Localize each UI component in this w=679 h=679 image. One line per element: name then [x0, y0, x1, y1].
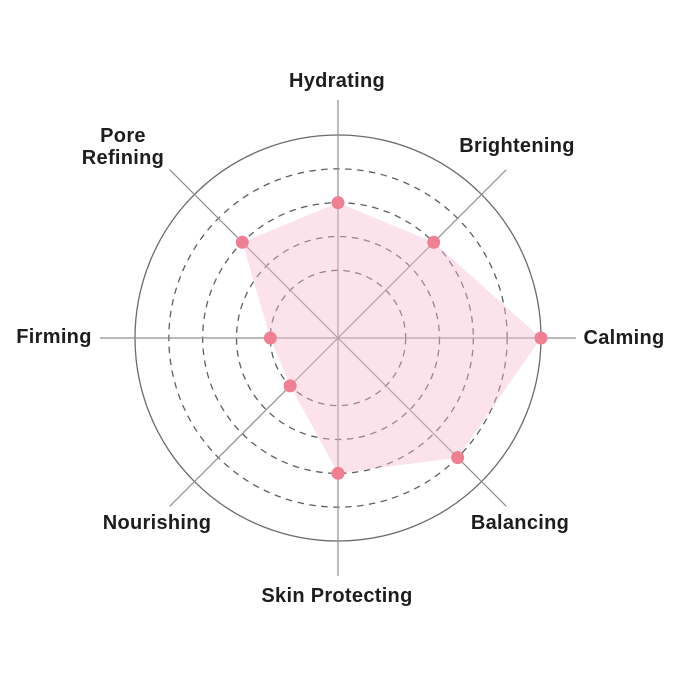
axis-label-firming: Firming	[16, 326, 92, 348]
axis-label-brightening: Brightening	[459, 135, 575, 157]
data-point-hydrating	[331, 196, 345, 210]
axis-label-balancing: Balancing	[470, 512, 570, 534]
axis-line	[169, 169, 507, 507]
data-point-brightening	[427, 235, 441, 249]
data-point-pore-refining	[235, 235, 249, 249]
data-point-firming	[263, 331, 277, 345]
axis-label-nourishing: Nourishing	[102, 512, 212, 534]
data-point-calming	[534, 331, 548, 345]
data-polygon	[242, 202, 542, 474]
axis-label-skin-protecting: Skin Protecting	[261, 585, 413, 607]
data-point-nourishing	[283, 379, 297, 393]
axis-label-hydrating: Hydrating	[288, 70, 386, 92]
data-point-balancing	[451, 451, 465, 465]
axis-label-pore-refining: Pore Refining	[81, 125, 165, 169]
axis-label-calming: Calming	[583, 327, 665, 349]
data-point-skin-protecting	[331, 466, 345, 480]
